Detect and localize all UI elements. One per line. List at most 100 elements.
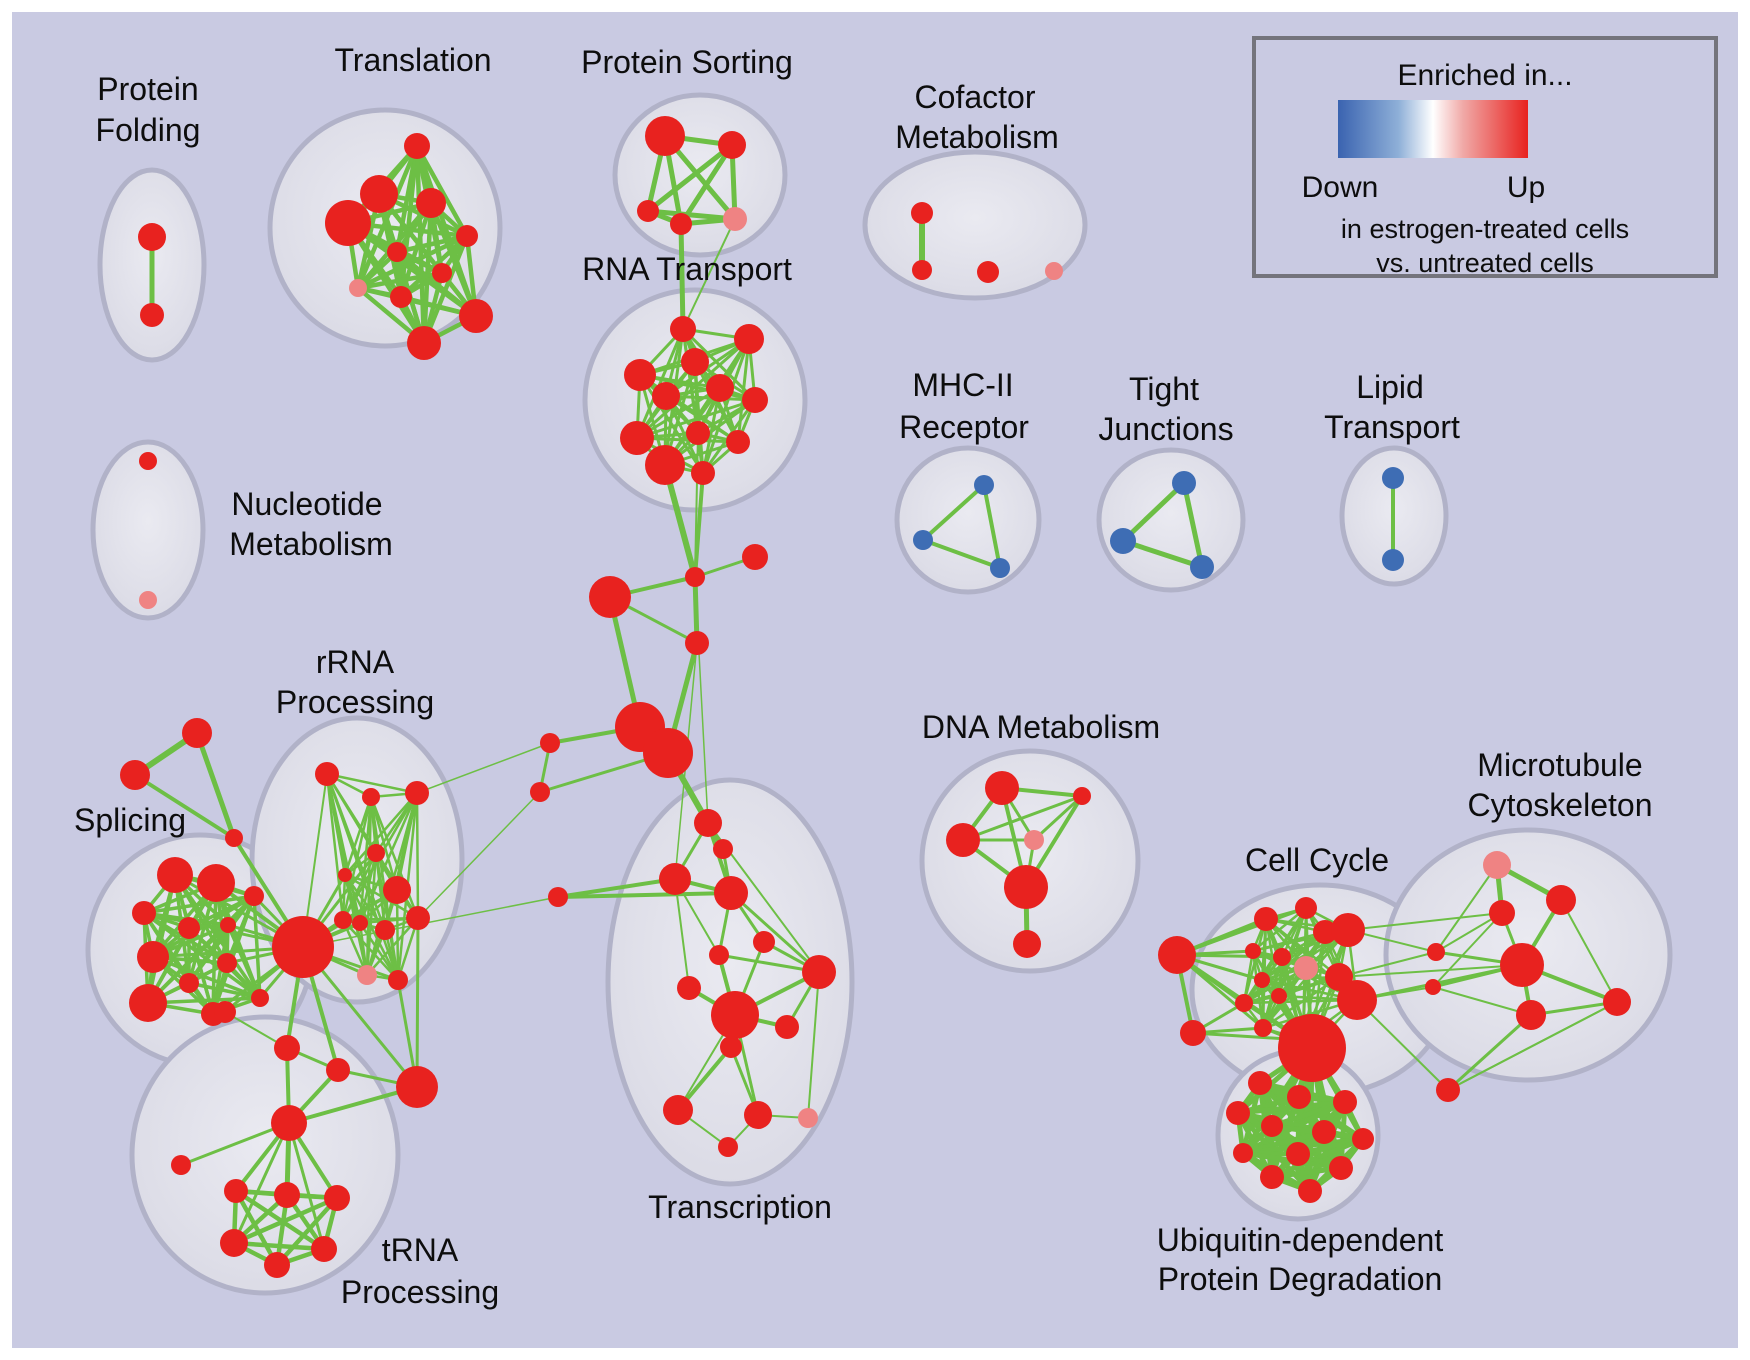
cluster-label: Transcription xyxy=(648,1189,832,1225)
edge xyxy=(287,1121,326,1251)
edge xyxy=(355,270,445,291)
edge xyxy=(645,142,735,214)
gene-set-node-up xyxy=(742,387,768,413)
edge xyxy=(678,221,686,332)
cluster-labels: Protein Folding Translation Protein Sorting… xyxy=(74,42,1653,1310)
edge xyxy=(635,337,751,440)
gene-set-node-up xyxy=(742,544,768,570)
gene-set-node-up xyxy=(1312,1120,1336,1144)
gene-set-node-up xyxy=(709,945,729,965)
edge xyxy=(556,891,733,899)
gene-set-node-up xyxy=(1603,988,1631,1016)
edge xyxy=(1435,864,1498,953)
gene-set-node-up xyxy=(120,760,150,790)
gene-set-node-up xyxy=(1004,865,1048,909)
edge xyxy=(341,795,373,922)
cluster-label: RNA Transport xyxy=(582,251,792,287)
gene-set-node-down xyxy=(974,475,994,495)
edge xyxy=(635,398,757,440)
gene-set-node-up-weak xyxy=(357,965,377,985)
edge xyxy=(921,483,986,542)
gene-set-node-up xyxy=(706,374,734,402)
gene-set-node-up xyxy=(375,920,395,940)
cluster-label: Splicing xyxy=(74,802,186,838)
gene-set-node-up xyxy=(132,901,156,925)
legend-caption-line1: in estrogen-treated cells xyxy=(1341,214,1629,244)
gene-set-node-up xyxy=(1260,1165,1284,1189)
edge xyxy=(414,143,470,239)
gene-set-node-up xyxy=(1254,907,1278,931)
gene-set-node-up xyxy=(652,382,680,410)
gene-set-node-up xyxy=(977,261,999,283)
edge xyxy=(1432,986,1532,1016)
gene-set-node-up xyxy=(1158,936,1196,974)
gene-set-node-up xyxy=(1261,1115,1283,1137)
edge xyxy=(694,432,699,578)
edge xyxy=(694,576,709,824)
gene-set-node-up xyxy=(691,461,715,485)
gene-set-node-up xyxy=(548,887,568,907)
gene-set-node-up xyxy=(217,953,237,973)
gene-set-node-up xyxy=(1254,1019,1272,1037)
legend-up-label: Up xyxy=(1507,171,1545,204)
gene-set-node-up xyxy=(1516,1000,1546,1030)
network-nodes xyxy=(120,116,1631,1278)
edge xyxy=(341,918,400,982)
gene-set-node-up xyxy=(1073,787,1091,805)
cluster-ellipse-tight-junctions xyxy=(1096,447,1246,593)
gene-set-node-up xyxy=(139,452,157,470)
edge xyxy=(1446,1013,1533,1092)
edge xyxy=(233,1188,280,1268)
gene-set-node-up xyxy=(129,984,167,1022)
gene-set-node-up xyxy=(694,809,722,837)
gene-set-node-up xyxy=(1489,900,1515,926)
gene-set-node-up xyxy=(406,906,430,930)
gene-set-node-up xyxy=(1226,1101,1250,1125)
edge xyxy=(682,218,736,330)
gene-set-node-up xyxy=(178,917,200,939)
edge xyxy=(231,1195,340,1246)
gene-set-node-up xyxy=(670,316,696,342)
gene-set-node-up xyxy=(459,299,493,333)
gene-set-node-up xyxy=(244,886,264,906)
gene-set-node-up xyxy=(589,576,631,618)
cluster-label: rRNA xyxy=(316,644,395,680)
gene-set-node-up xyxy=(362,788,380,806)
cluster-label: Lipid xyxy=(1356,369,1424,405)
legend-color-gradient-bar xyxy=(1338,100,1528,158)
cluster-label: Transport xyxy=(1324,409,1460,445)
gene-set-node-up xyxy=(137,941,169,973)
cluster-label: Nucleotide xyxy=(231,486,382,522)
cluster-label: Processing xyxy=(341,1274,499,1310)
edge xyxy=(982,483,1002,570)
gene-set-node-up xyxy=(718,1137,738,1157)
edge xyxy=(729,891,821,974)
gene-set-node-up xyxy=(138,223,166,251)
gene-set-node-up xyxy=(1337,980,1377,1020)
cluster-label: Ubiquitin-dependent xyxy=(1157,1222,1444,1258)
gene-set-node-up xyxy=(753,931,775,953)
gene-set-node-up xyxy=(659,863,691,895)
gene-set-node-down xyxy=(1382,467,1404,489)
edge xyxy=(678,142,735,227)
gene-set-node-up xyxy=(1298,1179,1322,1203)
gene-set-node-up xyxy=(734,324,764,354)
gene-set-node-up xyxy=(352,915,368,931)
edge xyxy=(645,208,738,222)
edge xyxy=(556,877,677,899)
cluster-ellipse-mhc-ii-receptor xyxy=(894,445,1042,595)
gene-set-node-up xyxy=(718,131,746,159)
gene-set-node-up xyxy=(685,567,705,587)
cluster-label: Junctions xyxy=(1098,411,1233,447)
cluster-label: Protein Degradation xyxy=(1158,1261,1443,1297)
gene-set-node-up xyxy=(1546,885,1576,915)
gene-set-node-up xyxy=(326,1058,350,1082)
gene-set-node-up xyxy=(388,970,408,990)
gene-set-node-up xyxy=(225,829,243,847)
gene-set-node-up xyxy=(432,263,452,283)
gene-set-node-up xyxy=(334,911,352,929)
gene-set-node-up xyxy=(1013,930,1041,958)
gene-set-node-up xyxy=(224,1179,248,1203)
gene-set-node-up xyxy=(1352,1128,1374,1150)
